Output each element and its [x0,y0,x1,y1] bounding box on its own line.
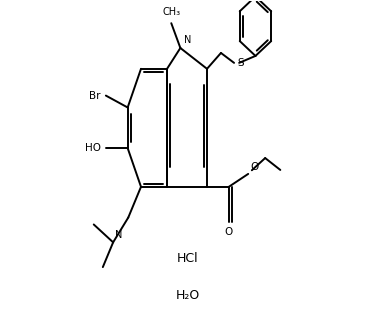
Text: O: O [250,162,258,172]
Text: N: N [184,35,191,45]
Text: N: N [115,230,123,240]
Text: S: S [237,58,244,68]
Text: HO: HO [85,143,101,153]
Text: H₂O: H₂O [176,289,200,302]
Text: CH₃: CH₃ [162,7,180,17]
Text: O: O [225,227,233,236]
Text: HCl: HCl [177,252,199,265]
Text: Br: Br [89,91,101,101]
